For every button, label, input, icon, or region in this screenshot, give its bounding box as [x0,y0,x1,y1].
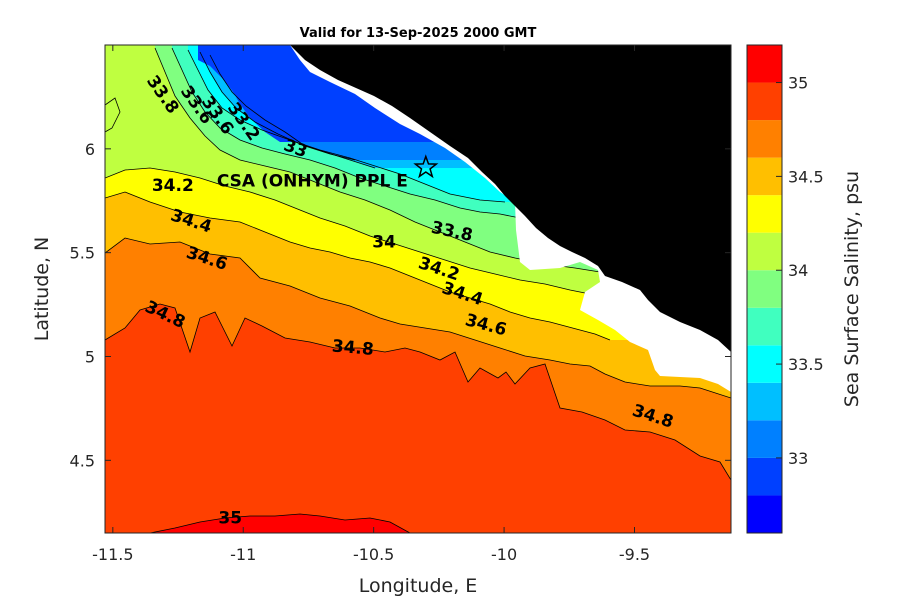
y-axis: 4.5 5 5.5 6 [70,140,731,470]
y-axis-label: Latitude, N [31,237,53,342]
contour-label: 35 [218,508,242,528]
colorbar-swatch [747,45,782,83]
star-icon [413,154,439,179]
colorbar-swatch [747,82,782,121]
y-tick-label: 5.5 [70,244,95,263]
contour-line [154,47,601,273]
y-tick-label: 4.5 [70,451,95,470]
x-tick-label: -10.5 [353,545,394,564]
contour-line [105,303,731,481]
site-marker-label: CSA (ONHYM) PPL E [217,172,408,192]
site-marker: CSA (ONHYM) PPL E [217,154,439,192]
colorbar-swatch [747,495,782,533]
x-axis: -11.5 -11 -10.5 -10 -9.5 [92,45,650,564]
contour-label: 34 [372,232,396,252]
colorbar-label: Sea Surface Salinity, psu [841,171,863,407]
colorbar-swatch [747,420,782,458]
contour-line [105,237,731,399]
x-tick-label: -11 [230,545,256,564]
chart-title: Valid for 13-Sep-2025 2000 GMT [300,26,537,41]
colorbar-tick-label: 33 [788,449,808,468]
contour-label: 34.8 [331,336,375,360]
salinity-band-35.0-35.2 [150,514,410,533]
land-mass [290,45,731,352]
contour-lines [105,47,731,533]
colorbar-frame [746,44,783,534]
colorbar-swatch [747,382,782,421]
x-axis-label: Longitude, E [359,575,478,597]
colorbar-tick-label: 34 [788,261,808,280]
colorbar-swatch [747,195,782,233]
x-tick-label: -9.5 [619,545,650,564]
x-tick-label: -10 [491,545,517,564]
contour-line [105,191,611,341]
map-area [105,45,731,533]
contour-label: 34.2 [152,176,194,196]
y-tick-label: 6 [85,140,95,159]
y-tick-label: 5 [85,347,95,366]
colorbar-swatch [747,307,782,346]
colorbar-tick-label: 34.5 [788,167,824,186]
contour-line [105,97,121,133]
contour-line [149,513,411,533]
contour-line [171,47,521,219]
colorbar-swatch [747,232,782,271]
colorbar-swatch [747,270,782,308]
contour-line [209,54,356,161]
colorbar-swatch [747,457,782,496]
colorbar: 33 33.5 34 34.5 35 [746,44,824,534]
contour-line [105,167,601,297]
colorbar-tick-label: 33.5 [788,355,824,374]
colorbar-tick-label: 35 [788,74,808,93]
plot-frame [104,44,732,534]
x-tick-label: -11.5 [92,545,133,564]
colorbar-swatch [747,120,782,158]
